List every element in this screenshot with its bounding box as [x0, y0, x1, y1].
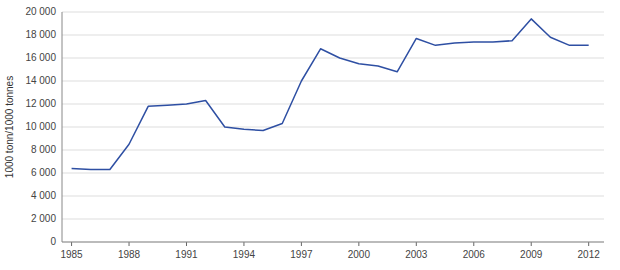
x-tick-label: 1994: [233, 249, 256, 260]
y-tick-label: 16 000: [25, 52, 56, 63]
x-tick-label: 2009: [520, 249, 543, 260]
y-tick-label: 8 000: [31, 144, 56, 155]
x-tick-label: 1988: [118, 249, 141, 260]
grid-line: [62, 173, 604, 174]
x-tick-label: 1997: [290, 249, 313, 260]
y-tick-label: 14 000: [25, 75, 56, 86]
x-tick: [129, 242, 130, 246]
x-tick: [531, 242, 532, 246]
grid-line: [62, 219, 604, 220]
y-tick-label: 10 000: [25, 121, 56, 132]
grid-line: [62, 196, 604, 197]
x-tick-label: 2012: [578, 249, 601, 260]
plot-area: [72, 19, 589, 170]
x-tick: [416, 242, 417, 246]
y-tick-label: 0: [50, 236, 56, 247]
chart-container: 0 2 000 4 000 6 000 8 000 10 000 12 000 14 000 1…: [0, 0, 620, 270]
x-tick-label: 1991: [175, 249, 198, 260]
x-tick: [243, 242, 244, 246]
grid-line: [62, 104, 604, 105]
grid-line: [62, 12, 604, 13]
x-tick-label: 2006: [463, 249, 486, 260]
grid-line: [62, 150, 604, 151]
x-tick: [588, 242, 589, 246]
x-tick: [186, 242, 187, 246]
y-tick-label: 12 000: [25, 98, 56, 109]
x-tick-label: 1985: [60, 249, 83, 260]
axes: 0 2 000 4 000 6 000 8 000 10 000 12 000 14 000 1…: [25, 6, 604, 260]
x-tick: [301, 242, 302, 246]
x-tick-label: 2003: [405, 249, 428, 260]
x-axis-line: [62, 242, 604, 243]
grid-line: [62, 81, 604, 82]
grid-line: [62, 242, 604, 243]
grid-line: [62, 58, 604, 59]
y-tick-label: 4 000: [31, 190, 56, 201]
x-tick-label: 2000: [348, 249, 371, 260]
x-tick: [71, 242, 72, 246]
y-tick-label: 18 000: [25, 29, 56, 40]
grid: [62, 12, 604, 242]
grid-line: [62, 35, 604, 36]
data-line: [72, 19, 589, 170]
chart-svg: 0 2 000 4 000 6 000 8 000 10 000 12 000 14 000 1…: [0, 0, 620, 270]
y-axis-line: [62, 12, 63, 242]
y-tick-label: 6 000: [31, 167, 56, 178]
x-tick: [473, 242, 474, 246]
x-tick: [358, 242, 359, 246]
y-axis-label: 1000 tonn/1000 tonnes: [4, 76, 15, 178]
y-tick-label: 20 000: [25, 6, 56, 17]
grid-line: [62, 127, 604, 128]
y-tick-label: 2 000: [31, 213, 56, 224]
